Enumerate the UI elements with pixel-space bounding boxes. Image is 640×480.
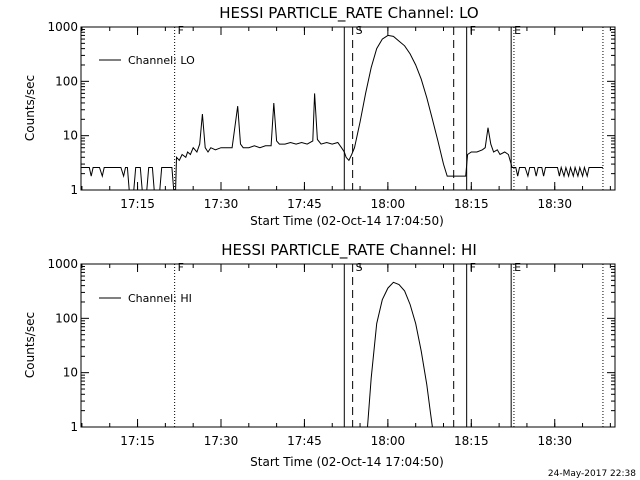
legend-label: Channel: LO	[128, 54, 195, 67]
x-tick-label: 18:15	[454, 197, 489, 211]
x-tick-label: 17:30	[204, 197, 239, 211]
x-axis-label: Start Time (02-Oct-14 17:04:50)	[250, 214, 444, 228]
legend-label: Channel: HI	[128, 292, 192, 305]
marker-label: F	[470, 24, 476, 37]
y-axis-label: Counts/sec	[23, 312, 37, 378]
x-tick-label: 18:00	[371, 434, 406, 448]
marker-label: E	[514, 24, 521, 37]
x-tick-label: 17:45	[287, 197, 322, 211]
x-axis-label: Start Time (02-Oct-14 17:04:50)	[250, 455, 444, 469]
marker-label: F	[178, 261, 184, 274]
x-tick-label: 17:15	[120, 434, 155, 448]
x-tick-label: 18:00	[371, 197, 406, 211]
x-tick-label: 17:30	[204, 434, 239, 448]
y-tick-label: 1000	[47, 257, 78, 271]
y-tick-label: 10	[63, 129, 78, 143]
x-tick-label: 18:30	[537, 197, 572, 211]
y-axis-label: Counts/sec	[23, 75, 37, 141]
marker-label: E	[514, 261, 521, 274]
axis-ticks: 17:15 17:30 17:45 18:00 18:15 18:30 1 10 100 1000	[47, 257, 615, 448]
series-line	[81, 34, 603, 191]
footer-timestamp: 24-May-2017 22:38	[548, 469, 636, 479]
chart-title: HESSI PARTICLE_RATE Channel: LO	[219, 4, 478, 23]
plot-frame	[80, 263, 616, 428]
x-tick-label: 17:45	[287, 434, 322, 448]
y-tick-label: 1	[70, 183, 78, 197]
y-tick-label: 100	[55, 311, 78, 325]
y-tick-label: 1000	[47, 20, 78, 34]
lo-channel-panel: HESSI PARTICLE_RATE Channel: LO Counts/s…	[23, 4, 616, 228]
x-tick-label: 17:15	[120, 197, 155, 211]
hi-channel-panel: HESSI PARTICLE_RATE Channel: HI Counts/s…	[23, 241, 616, 469]
series-line	[367, 281, 433, 428]
marker-label: S	[356, 24, 363, 37]
chart-title: HESSI PARTICLE_RATE Channel: HI	[221, 241, 477, 260]
marker-label: F	[470, 261, 476, 274]
marker-label: F	[178, 24, 184, 37]
y-tick-label: 100	[55, 74, 78, 88]
y-tick-label: 1	[70, 420, 78, 434]
marker-label: S	[356, 261, 363, 274]
y-tick-label: 10	[63, 366, 78, 380]
x-tick-label: 18:30	[537, 434, 572, 448]
x-tick-label: 18:15	[454, 434, 489, 448]
axis-ticks: 17:15 17:30 17:45 18:00 18:15 18:30 1 10 100 1000	[47, 20, 615, 211]
plot-frame	[80, 26, 616, 191]
